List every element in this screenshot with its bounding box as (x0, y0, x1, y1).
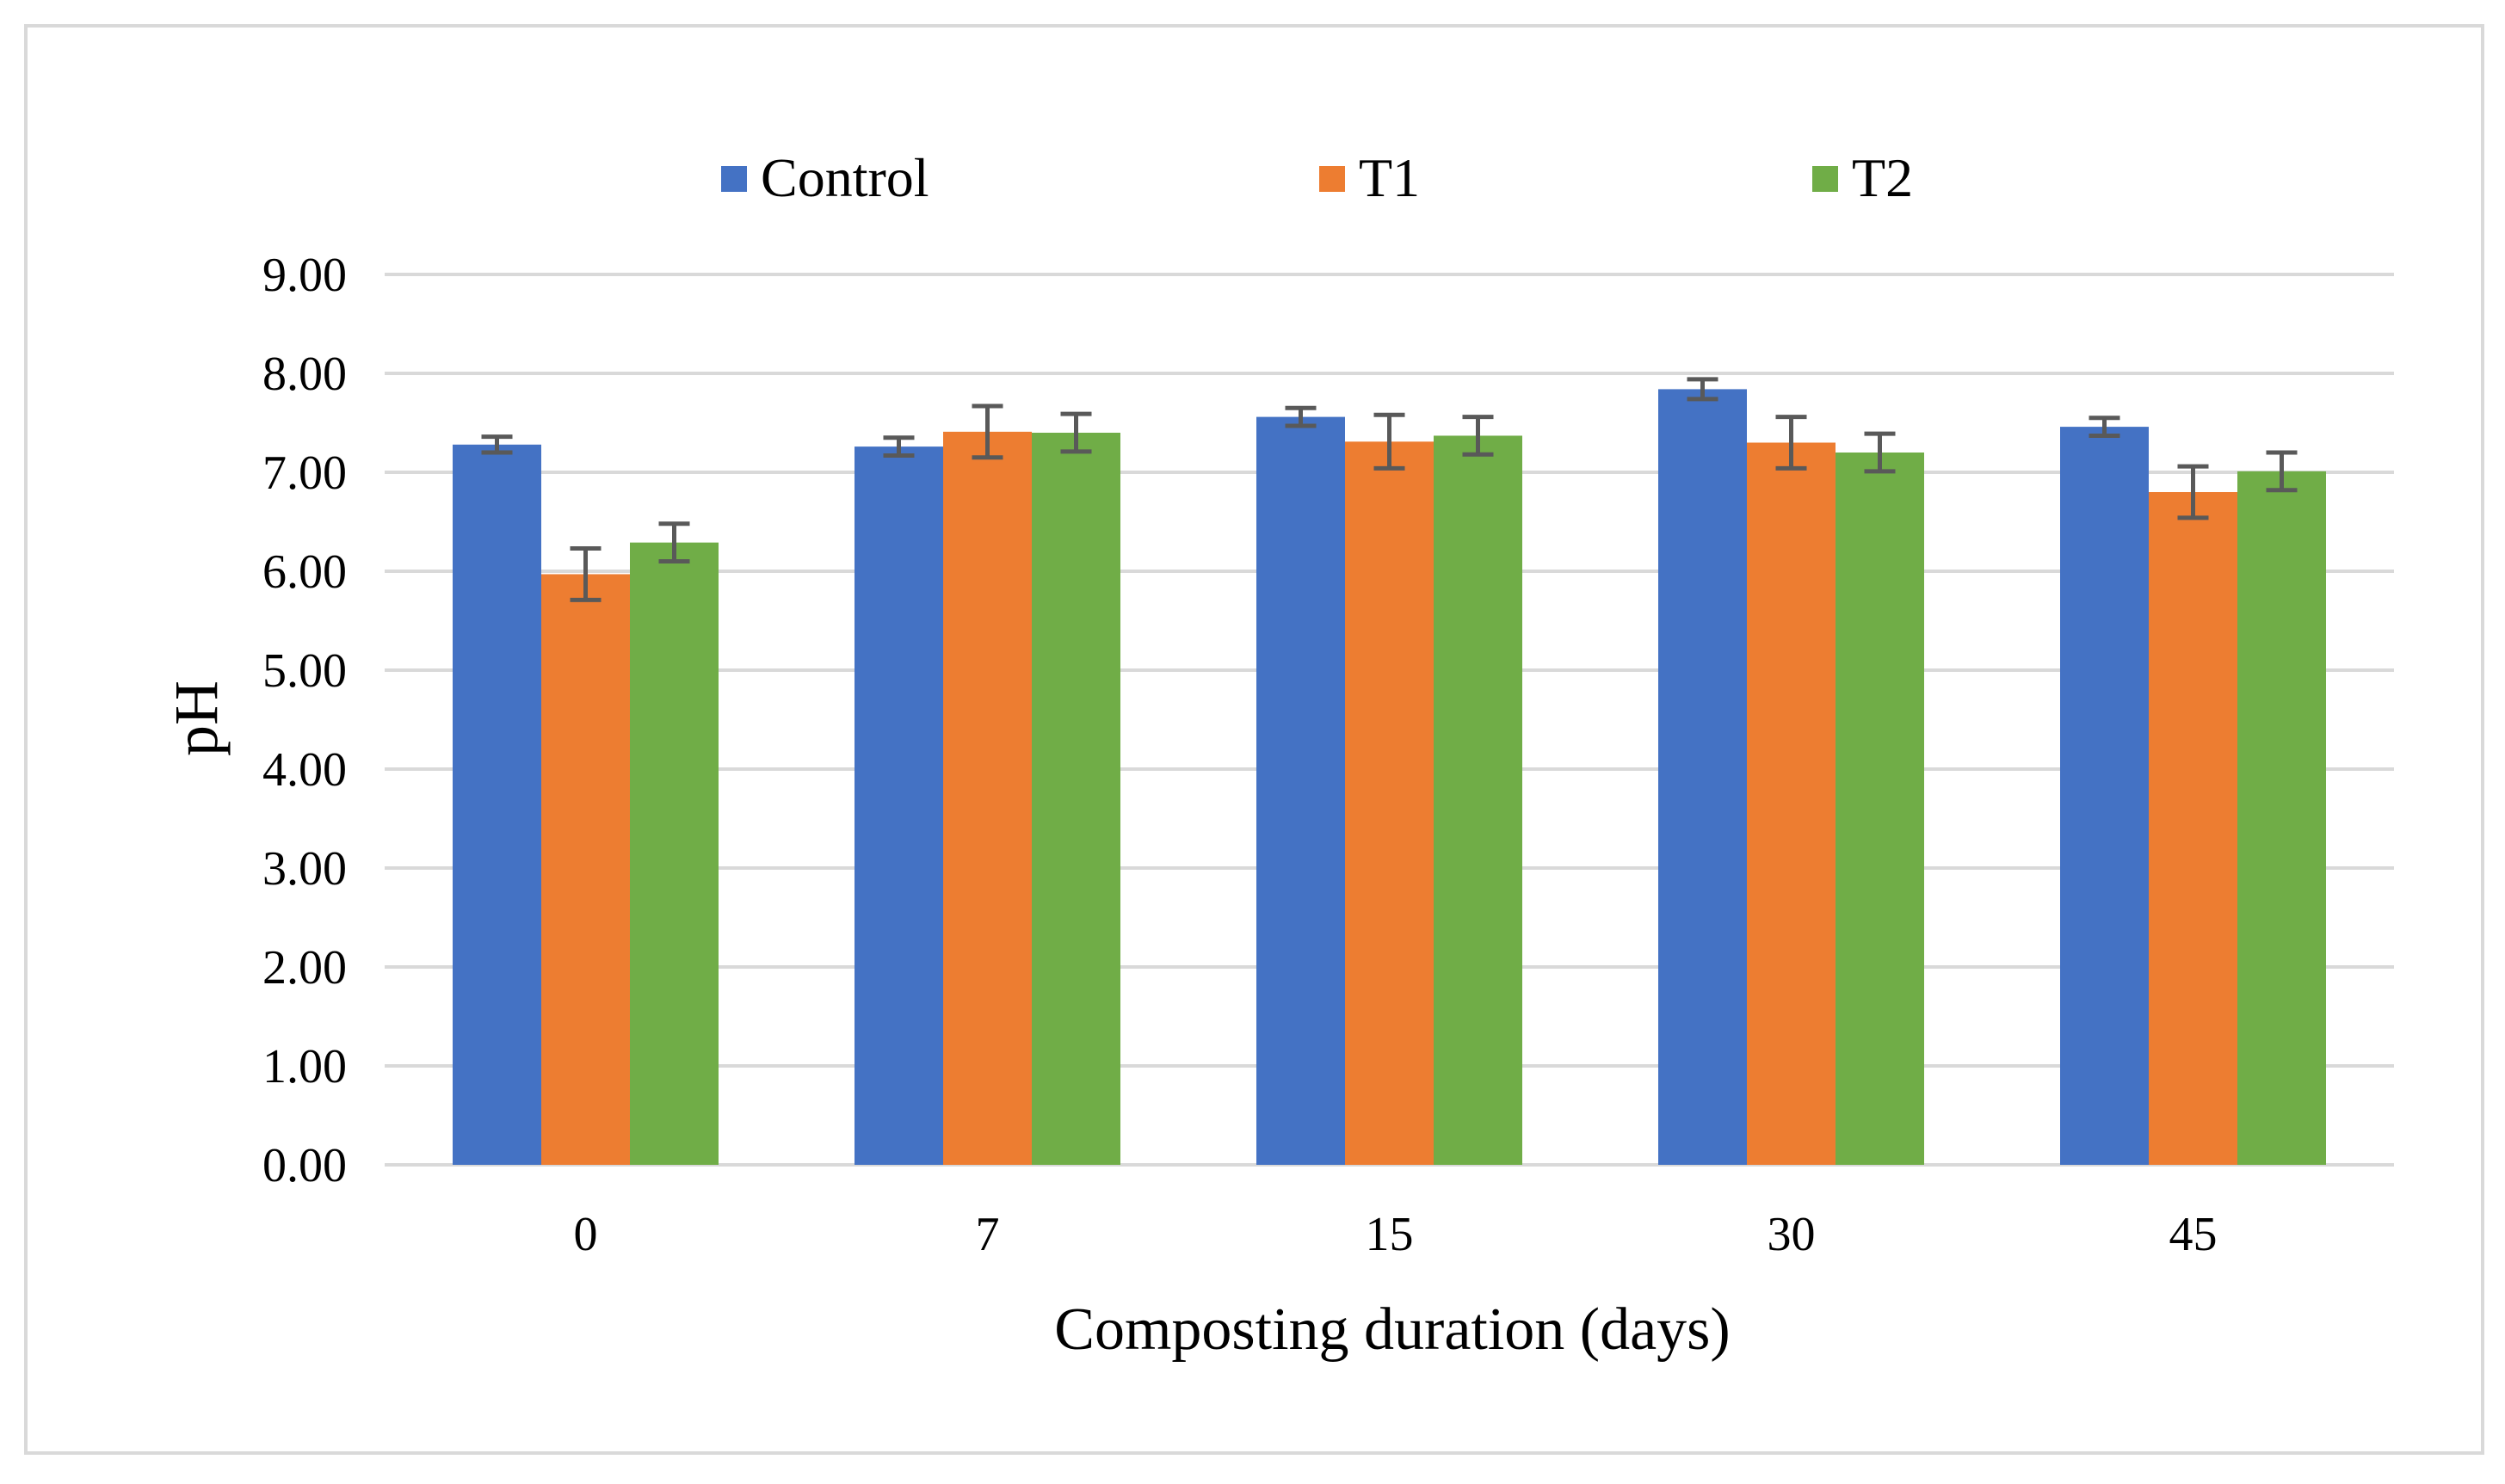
legend-swatch (1812, 166, 1838, 192)
y-tick-label: 3.00 (262, 842, 347, 896)
bar-control-30 (1658, 389, 1747, 1165)
bar-control-0 (453, 444, 541, 1165)
y-tick-label: 0.00 (262, 1139, 347, 1192)
y-tick-label: 5.00 (262, 644, 347, 698)
x-tick-label: 15 (1366, 1208, 1414, 1261)
legend-label: T2 (1852, 147, 1913, 208)
error-bar-t2-0 (658, 521, 690, 563)
x-tick-label: 30 (1768, 1208, 1816, 1261)
error-bar-t1-0 (570, 546, 602, 602)
bar-t2-30 (1836, 453, 1924, 1165)
legend-item-t1: T1 (1319, 147, 1420, 208)
legend-swatch (1319, 166, 1345, 192)
y-axis-ticks: 0.00 1.00 2.00 3.00 4.00 5.00 6.00 7.00 8.00 9.00 (262, 249, 347, 1192)
y-tick-label: 1.00 (262, 1040, 347, 1093)
error-bar-t1-45 (2177, 464, 2209, 520)
bar-t1-7 (943, 431, 1032, 1166)
legend-label: T1 (1359, 147, 1420, 208)
error-bar-t2-7 (1060, 411, 1092, 454)
x-tick-label: 0 (574, 1208, 598, 1261)
x-tick-label: 45 (2169, 1208, 2218, 1261)
gridlines (385, 273, 2394, 1167)
error-bar-t2-15 (1462, 415, 1494, 457)
legend: Control T1 T2 (721, 147, 1913, 208)
bars (453, 389, 2326, 1166)
y-tick-label: 7.00 (262, 446, 347, 500)
legend-item-t2: T2 (1812, 147, 1913, 208)
bar-t1-0 (541, 574, 630, 1165)
bar-t1-45 (2149, 492, 2237, 1165)
bar-control-15 (1256, 416, 1345, 1166)
y-axis-label: pH (162, 680, 231, 756)
legend-item-control: Control (721, 147, 929, 208)
bar-t2-0 (630, 542, 719, 1165)
error-bar-t1-30 (1775, 415, 1807, 471)
error-bar-t1-7 (972, 403, 1003, 460)
y-tick-label: 8.00 (262, 348, 347, 401)
legend-label: Control (761, 147, 929, 208)
bar-t1-15 (1345, 441, 1434, 1165)
x-axis-label: Composting duration (days) (1054, 1296, 1730, 1363)
bar-t2-7 (1032, 433, 1120, 1165)
error-bar-control-30 (1687, 377, 1718, 402)
error-bar-control-0 (481, 434, 513, 455)
legend-swatch (721, 166, 747, 192)
bar-control-7 (855, 446, 943, 1165)
bar-control-45 (2060, 427, 2149, 1166)
error-bar-t1-15 (1373, 412, 1405, 471)
error-bar-t2-45 (2266, 450, 2298, 493)
bar-t2-45 (2237, 471, 2326, 1165)
y-tick-label: 4.00 (262, 743, 347, 797)
error-bars (481, 377, 2298, 602)
y-tick-label: 6.00 (262, 545, 347, 599)
error-bar-control-15 (1285, 405, 1317, 428)
x-axis-ticks: 0 7 15 30 45 (574, 1208, 2218, 1261)
error-bar-t2-30 (1864, 431, 1896, 474)
bar-t1-30 (1747, 442, 1836, 1165)
error-bar-control-45 (2089, 416, 2120, 438)
error-bar-control-7 (883, 435, 915, 458)
bar-t2-15 (1434, 435, 1522, 1165)
y-tick-label: 9.00 (262, 249, 347, 302)
x-tick-label: 7 (976, 1208, 1000, 1261)
y-tick-label: 2.00 (262, 941, 347, 994)
